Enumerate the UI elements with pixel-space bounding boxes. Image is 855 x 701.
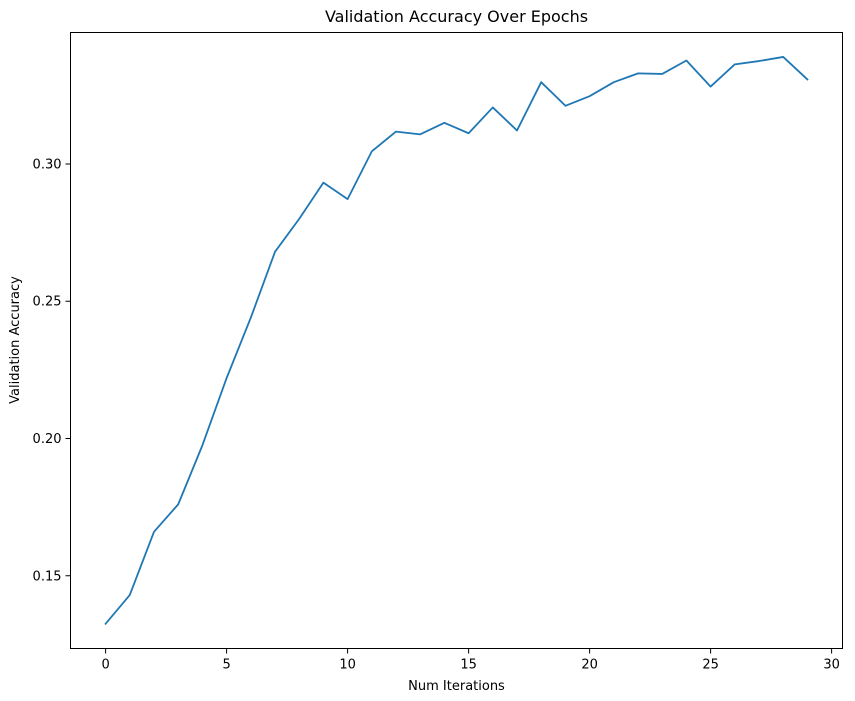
x-tick-label: 20 [581,658,598,673]
x-tick-label: 25 [702,658,719,673]
x-tick-label: 10 [339,658,356,673]
y-tick-label: 0.30 [33,157,62,172]
plot-frame [70,32,843,649]
x-tick-label: 15 [460,658,477,673]
x-tick-label: 5 [222,658,230,673]
y-axis-label: Validation Accuracy [8,276,23,404]
y-tick-label: 0.15 [33,569,62,584]
y-tick-label: 0.25 [33,295,62,310]
line-layer [104,56,809,626]
x-axis-label: Num Iterations [408,679,505,694]
x-tick-label: 0 [101,658,109,673]
chart-title: Validation Accuracy Over Epochs [325,7,588,26]
x-tick-label: 30 [823,658,840,673]
y-tick-label: 0.20 [33,432,62,447]
series-line [104,56,809,626]
plot-area [70,32,843,649]
ticks-layer: 0 5 10 15 20 25 30 0.15 0.20 0.25 0.30 [33,157,840,672]
